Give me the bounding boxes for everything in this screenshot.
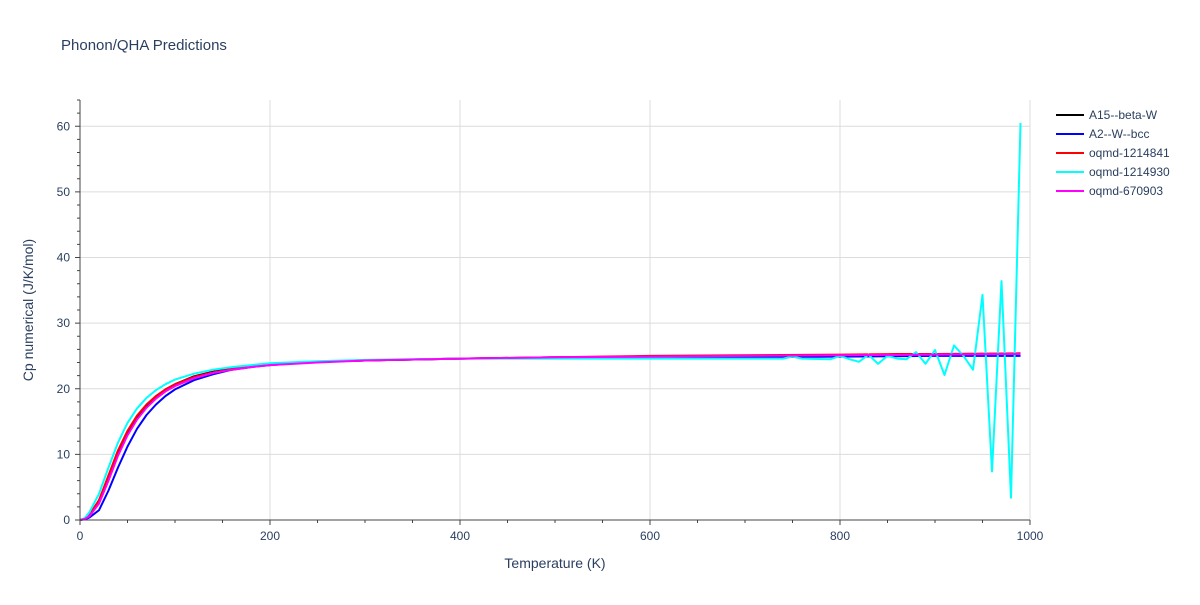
y-tick-label: 20 bbox=[57, 382, 71, 396]
series-line-A15--beta-W[interactable] bbox=[79, 353, 1021, 521]
legend-item[interactable]: oqmd-670903 bbox=[1056, 184, 1163, 198]
legend-item[interactable]: A2--W--bcc bbox=[1056, 127, 1149, 141]
series-line-A2--W--bcc[interactable] bbox=[79, 354, 1021, 521]
y-tick-label: 50 bbox=[57, 185, 71, 199]
x-tick-label: 200 bbox=[260, 529, 280, 543]
legend-label: oqmd-1214930 bbox=[1089, 165, 1170, 179]
chart-title: Phonon/QHA Predictions bbox=[61, 37, 227, 54]
x-tick-label: 800 bbox=[830, 529, 850, 543]
legend[interactable]: A15--beta-W A2--W--bcc oqmd-1214841 oqmd-12… bbox=[1056, 108, 1170, 198]
x-tick-label: 600 bbox=[640, 529, 660, 543]
legend-label: oqmd-670903 bbox=[1089, 184, 1163, 198]
axis-layer: 0 200 400 600 800 1000 0 10 20 30 40 50 60 bbox=[57, 99, 1044, 543]
legend-label: oqmd-1214841 bbox=[1089, 146, 1170, 160]
x-tick-label: 0 bbox=[77, 529, 84, 543]
y-axis-label: Cp numerical (J/K/mol) bbox=[20, 239, 36, 381]
legend-item[interactable]: oqmd-1214841 bbox=[1056, 146, 1170, 160]
series-line-oqmd-1214841[interactable] bbox=[79, 352, 1021, 521]
y-tick-label: 60 bbox=[57, 119, 71, 133]
y-tick-label: 30 bbox=[57, 316, 71, 330]
legend-label: A15--beta-W bbox=[1089, 108, 1158, 122]
x-tick-label: 400 bbox=[450, 529, 470, 543]
legend-item[interactable]: oqmd-1214930 bbox=[1056, 165, 1170, 179]
y-tick-label: 40 bbox=[57, 251, 71, 265]
series-line-oqmd-1214930[interactable] bbox=[79, 122, 1022, 521]
y-tick-label: 0 bbox=[63, 513, 70, 527]
legend-item[interactable]: A15--beta-W bbox=[1056, 108, 1158, 122]
grid-layer bbox=[80, 100, 1031, 520]
x-tick-label: 1000 bbox=[1017, 529, 1044, 543]
series-layer bbox=[79, 122, 1022, 521]
x-axis-label: Temperature (K) bbox=[504, 555, 605, 571]
legend-label: A2--W--bcc bbox=[1089, 127, 1149, 141]
y-tick-label: 10 bbox=[57, 447, 71, 461]
series-line-oqmd-670903[interactable] bbox=[79, 353, 1021, 521]
